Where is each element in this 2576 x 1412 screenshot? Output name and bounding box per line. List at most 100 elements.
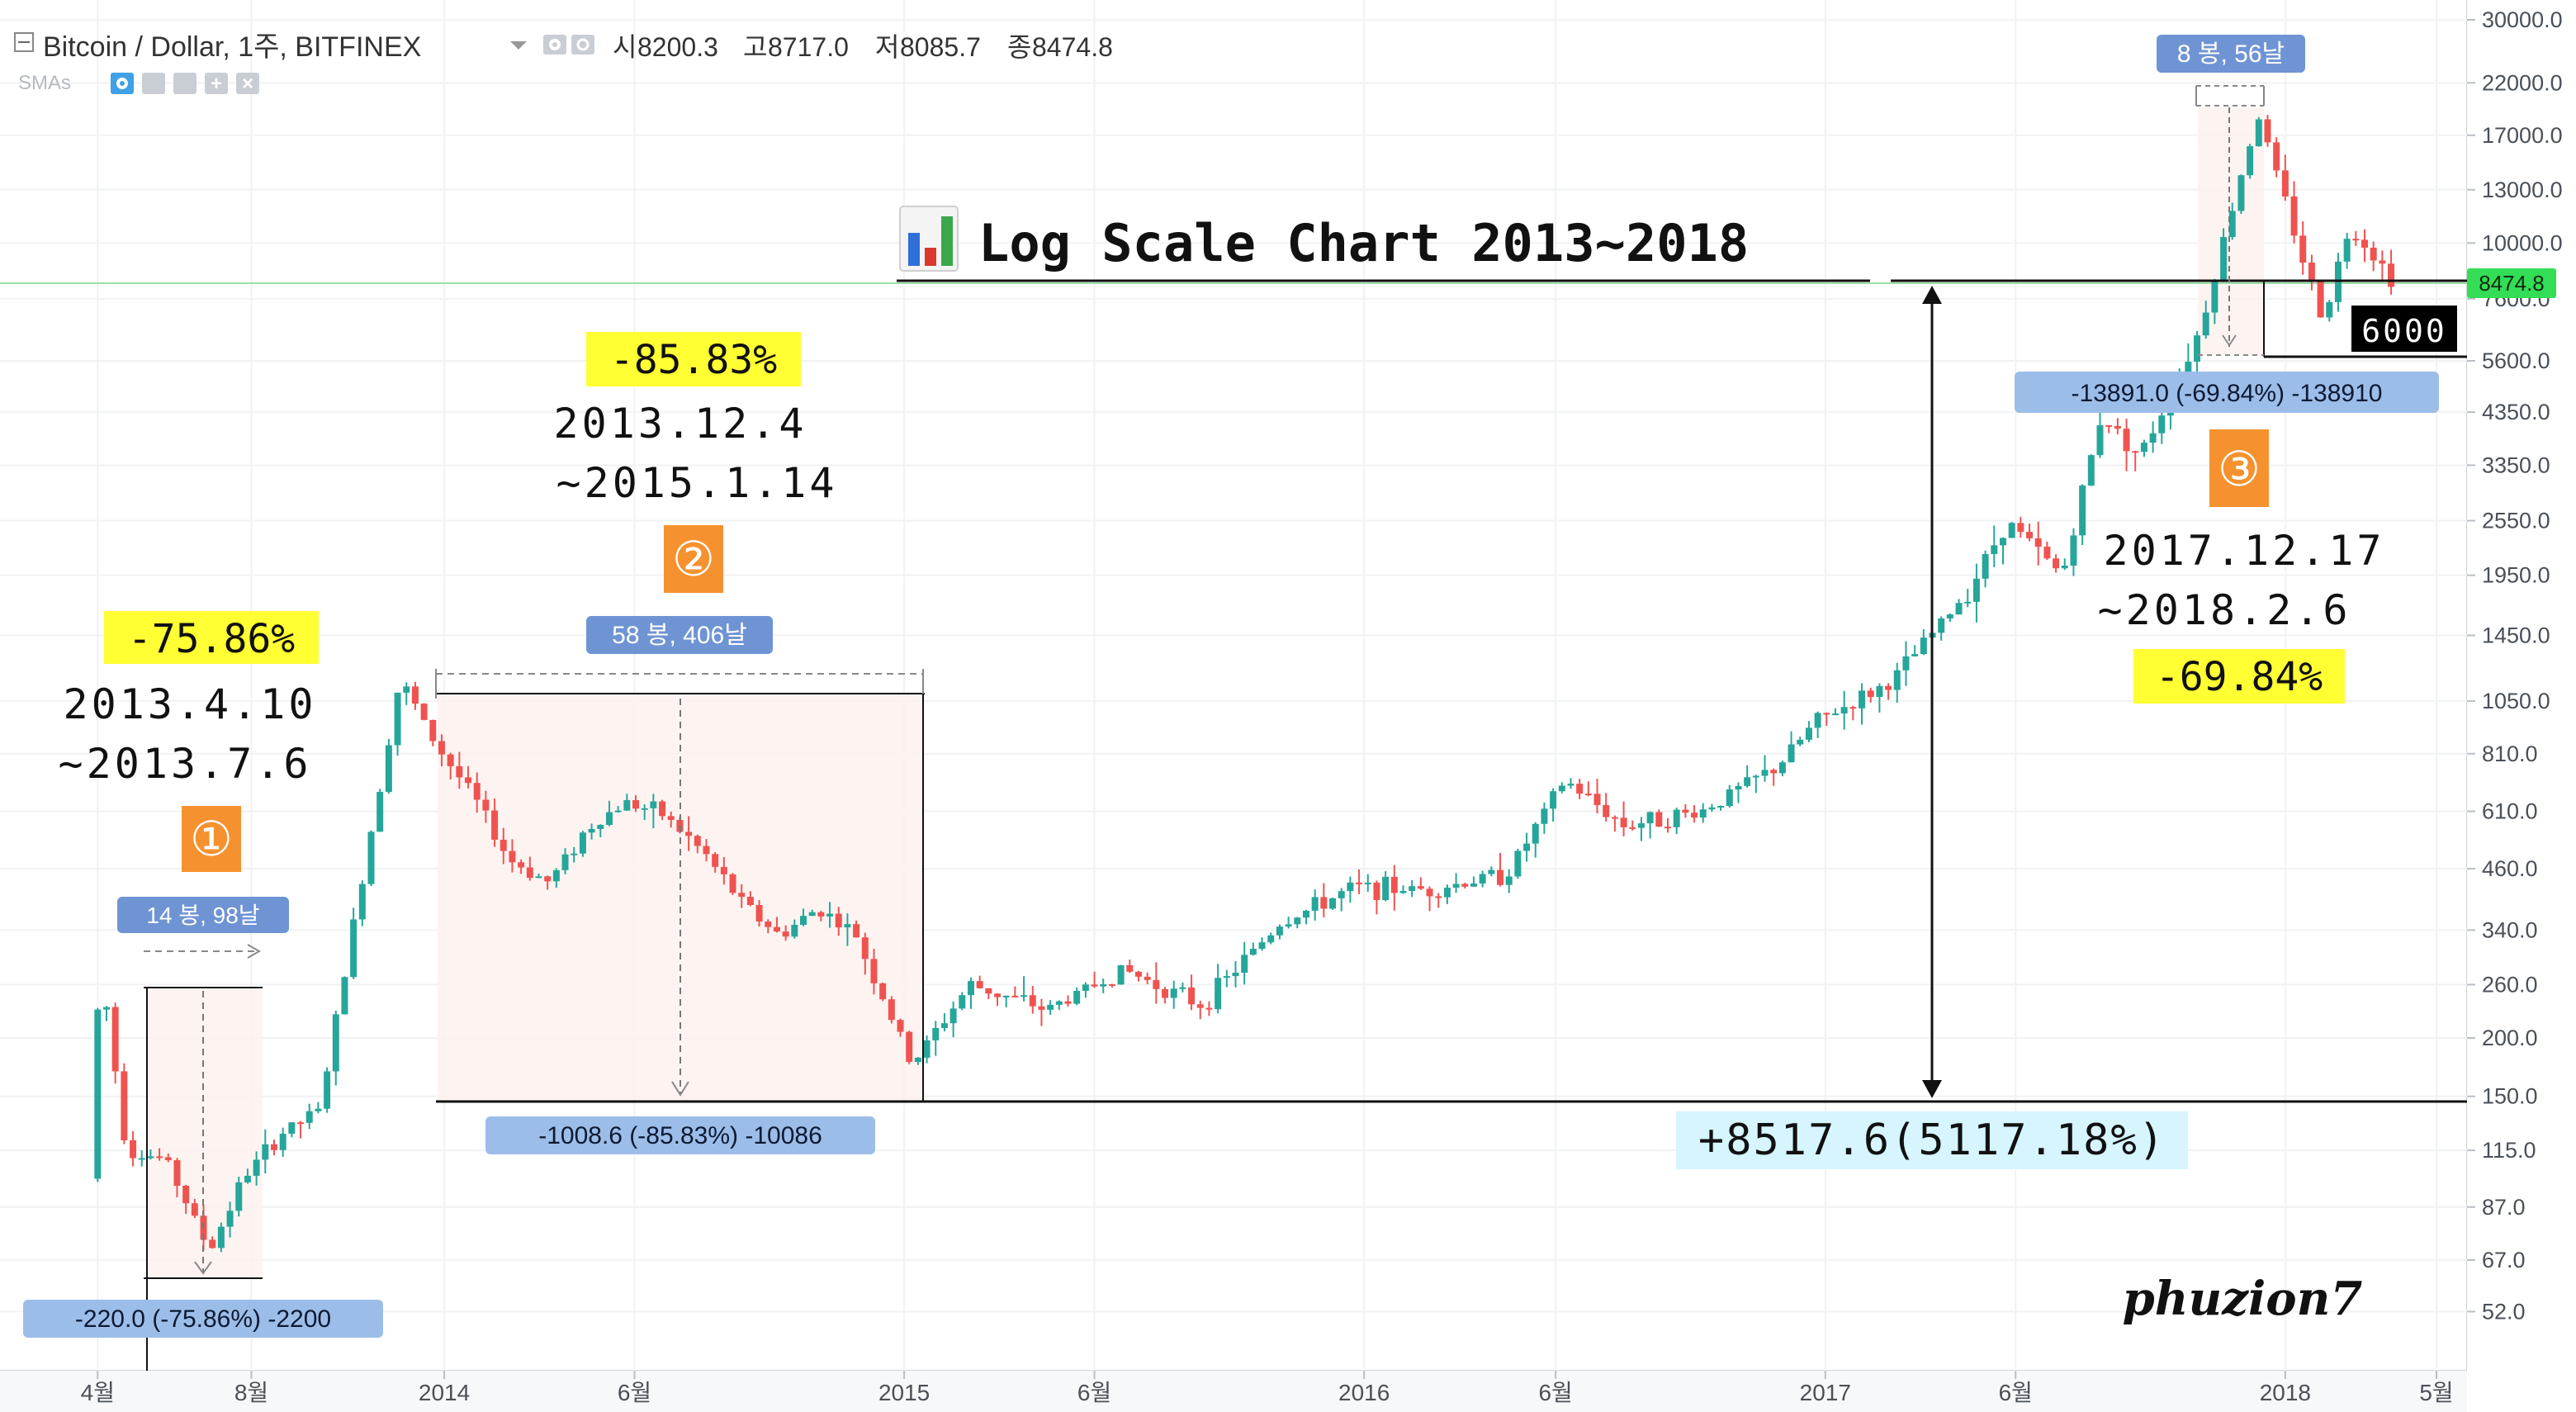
- candle-body: [2220, 237, 2228, 282]
- price-tick-label: 1450.0: [2482, 623, 2550, 647]
- candle-body: [376, 792, 384, 832]
- candle-body: [1831, 713, 1839, 716]
- candle-body: [2255, 119, 2262, 147]
- candle-body: [755, 904, 763, 922]
- price-tick-label: 5600.0: [2482, 348, 2550, 373]
- price-tick-label: 3350.0: [2482, 453, 2550, 477]
- price-tick-label: 4350.0: [2482, 400, 2550, 424]
- indicator-add-icon[interactable]: [205, 73, 228, 94]
- annotation-2-pct: -85.83%: [610, 337, 777, 383]
- candle-body: [1893, 670, 1901, 690]
- candle-body: [1162, 988, 1169, 998]
- candle-body: [535, 876, 542, 879]
- candle-body: [1859, 690, 1866, 708]
- candle-body: [853, 924, 860, 938]
- candle-body: [1409, 886, 1416, 892]
- candle-body: [1603, 804, 1610, 817]
- candle-body: [1196, 1004, 1204, 1008]
- annotation-3-pct: -69.84%: [2156, 654, 2323, 700]
- candle-body: [341, 977, 348, 1015]
- candle-body: [571, 853, 578, 855]
- candle-body: [1170, 988, 1177, 998]
- candle-body: [2264, 119, 2271, 143]
- indicator-remove-icon[interactable]: [236, 73, 259, 94]
- candle-body: [447, 754, 454, 766]
- candle-body: [765, 922, 772, 927]
- candle-body: [949, 1008, 957, 1024]
- candle-body: [2158, 415, 2166, 434]
- candle-body: [1550, 791, 1557, 809]
- candle-body: [1267, 935, 1275, 943]
- candle-body: [605, 812, 613, 825]
- candle-body: [1215, 978, 1222, 1010]
- candle-body: [1611, 817, 1618, 819]
- candle-body: [235, 1182, 243, 1211]
- high-label: 고: [743, 32, 767, 62]
- candle-body: [2343, 239, 2351, 262]
- price-tick-label: 150.0: [2482, 1084, 2538, 1109]
- candle-body: [1691, 813, 1698, 818]
- candle-body: [1029, 995, 1036, 1007]
- candle-body: [217, 1226, 225, 1249]
- close-label: 종: [1007, 32, 1031, 62]
- candle-body: [1285, 924, 1292, 927]
- open-label: 시: [613, 32, 637, 62]
- candle-body: [1593, 794, 1601, 805]
- candle-body: [2237, 175, 2245, 211]
- candle-body: [2194, 335, 2201, 362]
- annotation-2-bars: 58 봉, 406날: [612, 622, 747, 649]
- candle-body: [650, 801, 657, 808]
- candle-body: [1567, 784, 1574, 786]
- candle-body: [1576, 784, 1584, 794]
- support-value: 6000: [2361, 313, 2447, 349]
- svg-text:×: ×: [242, 73, 253, 95]
- indicator-settings-icon[interactable]: [142, 73, 165, 94]
- candle-body: [1417, 886, 1424, 889]
- candle-body: [1038, 1006, 1045, 1010]
- candle-body: [2087, 455, 2095, 486]
- candle-body: [729, 874, 736, 893]
- candle-body: [288, 1122, 296, 1134]
- candle-body: [2370, 247, 2377, 261]
- candle-body: [147, 1156, 154, 1159]
- indicator-source-icon[interactable]: [173, 73, 197, 94]
- candle-body: [2247, 146, 2254, 176]
- candle-body: [1320, 897, 1328, 909]
- candle-body: [173, 1160, 181, 1186]
- symbol-dropdown-icon[interactable]: [510, 41, 527, 50]
- candle-body: [367, 832, 375, 884]
- candle-body: [438, 741, 445, 755]
- settings-icon[interactable]: [571, 35, 594, 54]
- candle-body: [985, 988, 992, 994]
- candle-body: [1011, 995, 1019, 997]
- candle-body: [844, 924, 851, 928]
- candle-body: [473, 783, 481, 800]
- annotation-1-end: ~2013.7.6: [59, 740, 312, 788]
- candle-body: [1629, 827, 1636, 829]
- candle-body: [2361, 239, 2369, 248]
- price-tick-label: 13000.0: [2482, 178, 2563, 202]
- low-label: 저: [875, 32, 899, 62]
- candle-body: [1761, 770, 1769, 776]
- candle-body: [1382, 876, 1390, 901]
- candle-body: [1805, 727, 1812, 740]
- candle-body: [1541, 808, 1548, 824]
- price-tick-label: 17000.0: [2482, 123, 2563, 148]
- candle-body: [465, 777, 472, 784]
- candle-body: [1708, 807, 1716, 810]
- candle-body: [817, 912, 825, 917]
- high-value: 8717.0: [768, 32, 849, 62]
- time-tick-label: 2017: [1800, 1380, 1851, 1405]
- candle-body: [914, 1057, 921, 1063]
- candle-body: [138, 1158, 145, 1160]
- candle-body: [1188, 987, 1196, 1005]
- candle-body: [2273, 142, 2280, 171]
- candle-body: [1717, 806, 1725, 808]
- price-tick-label: 200.0: [2482, 1026, 2538, 1050]
- price-tick-label: 810.0: [2482, 742, 2538, 766]
- candle-body: [226, 1211, 234, 1227]
- chart-legend: Bitcoin / Dollar, 1주, BITFINEX 시 8200.3 …: [14, 31, 1113, 95]
- candle-body: [156, 1156, 163, 1159]
- candle-body: [1982, 554, 1989, 579]
